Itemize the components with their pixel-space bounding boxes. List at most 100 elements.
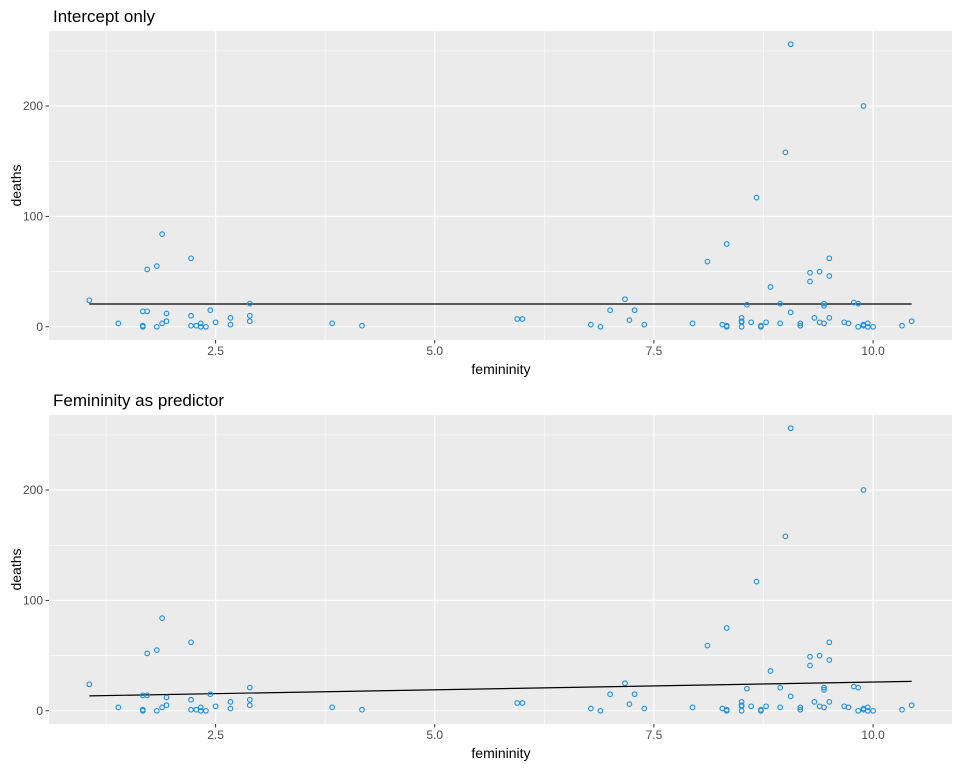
data-point bbox=[144, 692, 151, 699]
data-point bbox=[870, 707, 876, 714]
x-tick-label: 7.5 bbox=[646, 728, 663, 742]
x-tick-label: 2.5 bbox=[207, 344, 224, 358]
data-point bbox=[163, 318, 170, 325]
data-point bbox=[811, 315, 818, 321]
data-point bbox=[227, 699, 234, 705]
data-point bbox=[797, 704, 804, 711]
data-point bbox=[908, 702, 915, 709]
data-point bbox=[753, 578, 760, 585]
y-tick-label: 200 bbox=[23, 99, 43, 113]
data-point bbox=[777, 300, 784, 307]
y-tick-label: 0 bbox=[36, 704, 43, 718]
data-point bbox=[744, 301, 750, 308]
data-point bbox=[631, 307, 638, 314]
data-point bbox=[807, 653, 813, 660]
data-point bbox=[826, 273, 833, 279]
data-point bbox=[163, 694, 170, 701]
data-point bbox=[748, 319, 755, 326]
x-axis-title: femininity bbox=[471, 361, 530, 377]
y-tick-label: 200 bbox=[23, 483, 43, 497]
data-point bbox=[227, 705, 234, 712]
data-point bbox=[163, 310, 170, 317]
data-point bbox=[821, 320, 827, 327]
data-point bbox=[899, 322, 905, 329]
data-point bbox=[723, 706, 730, 713]
data-point bbox=[519, 700, 526, 706]
data-point bbox=[246, 696, 253, 703]
data-point bbox=[864, 707, 871, 714]
data-point bbox=[777, 684, 784, 691]
data-point bbox=[153, 263, 160, 269]
data-point bbox=[227, 321, 234, 328]
data-point bbox=[797, 706, 804, 713]
data-point bbox=[626, 701, 633, 707]
data-point bbox=[860, 103, 867, 109]
data-point bbox=[855, 300, 862, 307]
data-point bbox=[188, 696, 194, 703]
data-point bbox=[359, 322, 365, 329]
data-point bbox=[359, 706, 365, 713]
data-point bbox=[607, 307, 613, 314]
data-point bbox=[207, 691, 214, 698]
data-point bbox=[203, 323, 209, 330]
data-point bbox=[153, 707, 160, 714]
grid-lines bbox=[49, 31, 952, 340]
data-point bbox=[845, 320, 852, 327]
y-axis-title: deaths bbox=[8, 164, 24, 206]
chart-intercept-only: Intercept only 2.5 5.0 7.5 10.0 0 100 200 femi… bbox=[8, 7, 952, 377]
data-point bbox=[807, 278, 813, 285]
data-point bbox=[159, 704, 165, 711]
data-point bbox=[227, 315, 234, 321]
data-point bbox=[212, 703, 219, 710]
data-point bbox=[767, 668, 774, 674]
data-points bbox=[86, 425, 915, 714]
data-point bbox=[587, 705, 594, 712]
data-point bbox=[597, 707, 604, 714]
y-tick-label: 100 bbox=[23, 593, 43, 607]
data-point bbox=[763, 703, 769, 710]
data-point bbox=[787, 309, 794, 316]
x-tick-label: 7.5 bbox=[646, 344, 663, 358]
data-point bbox=[704, 258, 711, 265]
data-point bbox=[864, 320, 871, 327]
data-point bbox=[203, 707, 209, 714]
data-point bbox=[821, 704, 827, 711]
data-point bbox=[777, 320, 784, 327]
data-point bbox=[212, 319, 219, 326]
data-point bbox=[763, 319, 769, 326]
x-axis-title: femininity bbox=[471, 745, 530, 761]
data-point bbox=[622, 680, 628, 687]
y-axis-title: deaths bbox=[8, 548, 24, 590]
data-point bbox=[188, 312, 194, 319]
data-point bbox=[767, 284, 774, 290]
fit-lines bbox=[89, 680, 912, 697]
data-point bbox=[597, 323, 604, 330]
data-point bbox=[782, 533, 789, 540]
axes: 2.5 5.0 7.5 10.0 0 100 200 bbox=[23, 483, 885, 742]
data-point bbox=[153, 647, 160, 653]
data-point bbox=[641, 705, 648, 712]
data-point bbox=[826, 657, 833, 663]
data-point bbox=[246, 300, 253, 307]
data-point bbox=[514, 316, 521, 322]
data-point bbox=[723, 322, 730, 329]
data-point bbox=[607, 691, 613, 698]
data-point bbox=[811, 699, 818, 705]
data-point bbox=[753, 194, 760, 201]
data-point bbox=[188, 322, 194, 329]
x-tick-label: 5.0 bbox=[426, 728, 443, 742]
y-tick-label: 0 bbox=[36, 320, 43, 334]
axes: 2.5 5.0 7.5 10.0 0 100 200 bbox=[23, 99, 885, 358]
data-point bbox=[821, 686, 827, 693]
x-tick-label: 10.0 bbox=[861, 728, 885, 742]
fit-line bbox=[89, 680, 912, 697]
data-point bbox=[144, 308, 151, 315]
data-point bbox=[826, 255, 833, 262]
data-point bbox=[821, 300, 827, 307]
data-point bbox=[855, 323, 862, 330]
data-point bbox=[197, 704, 204, 711]
data-point bbox=[821, 302, 827, 309]
data-point bbox=[787, 693, 794, 700]
chart-femininity-as-predictor: Femininity as predictor 2.5 5.0 7.5 10.0 0 10… bbox=[8, 391, 952, 761]
